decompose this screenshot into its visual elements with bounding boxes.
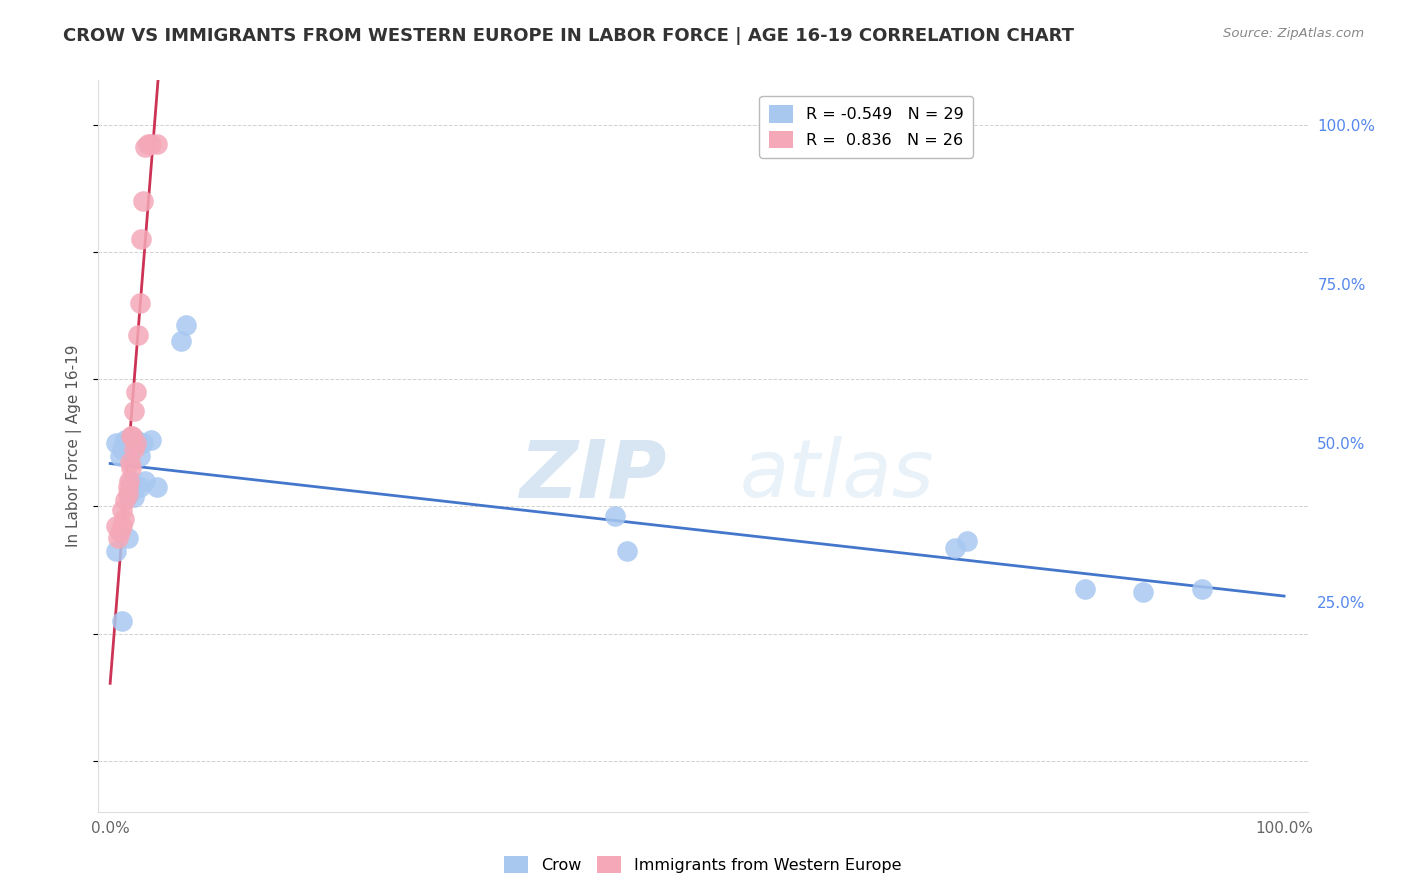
Point bbox=[122, 442, 145, 457]
Point bbox=[121, 429, 143, 443]
Point bbox=[120, 474, 142, 488]
Point bbox=[176, 318, 198, 333]
Point bbox=[1191, 582, 1213, 596]
Point bbox=[132, 194, 155, 208]
Legend: Crow, Immigrants from Western Europe: Crow, Immigrants from Western Europe bbox=[498, 849, 908, 880]
Point bbox=[125, 435, 148, 450]
Point bbox=[125, 384, 148, 399]
Point bbox=[117, 433, 139, 447]
Point bbox=[128, 480, 150, 494]
Point bbox=[111, 518, 134, 533]
Point bbox=[117, 531, 139, 545]
Point bbox=[146, 136, 169, 151]
Point bbox=[114, 493, 136, 508]
Point bbox=[134, 140, 156, 154]
Point bbox=[1132, 585, 1154, 599]
Point bbox=[146, 480, 169, 494]
Point bbox=[105, 518, 128, 533]
Point bbox=[118, 474, 141, 488]
Text: atlas: atlas bbox=[740, 436, 934, 515]
Point bbox=[132, 435, 155, 450]
Point bbox=[112, 435, 135, 450]
Point bbox=[117, 486, 139, 500]
Point bbox=[127, 327, 149, 342]
Legend: R = -0.549   N = 29, R =  0.836   N = 26: R = -0.549 N = 29, R = 0.836 N = 26 bbox=[759, 95, 973, 158]
Point bbox=[108, 449, 131, 463]
Point bbox=[105, 544, 128, 558]
Point bbox=[136, 136, 159, 151]
Point bbox=[118, 486, 141, 500]
Point bbox=[141, 433, 163, 447]
Point bbox=[114, 433, 136, 447]
Point bbox=[956, 534, 979, 549]
Point bbox=[111, 442, 134, 457]
Point bbox=[603, 508, 626, 523]
Point bbox=[169, 334, 191, 348]
Point bbox=[120, 461, 142, 475]
Text: ZIP: ZIP bbox=[519, 436, 666, 515]
Text: Source: ZipAtlas.com: Source: ZipAtlas.com bbox=[1223, 27, 1364, 40]
Point bbox=[111, 614, 134, 628]
Point bbox=[122, 490, 145, 504]
Point bbox=[128, 449, 150, 463]
Point bbox=[107, 531, 129, 545]
Point bbox=[108, 524, 131, 539]
Point bbox=[125, 433, 148, 447]
Point bbox=[128, 296, 150, 310]
Point bbox=[111, 502, 134, 516]
Point bbox=[1073, 582, 1095, 596]
Point bbox=[120, 480, 142, 494]
Point bbox=[134, 474, 156, 488]
Point bbox=[141, 136, 163, 151]
Point bbox=[120, 455, 142, 469]
Text: CROW VS IMMIGRANTS FROM WESTERN EUROPE IN LABOR FORCE | AGE 16-19 CORRELATION CH: CROW VS IMMIGRANTS FROM WESTERN EUROPE I… bbox=[63, 27, 1074, 45]
Point bbox=[120, 429, 142, 443]
Point bbox=[105, 435, 128, 450]
Point bbox=[616, 544, 638, 558]
Point bbox=[112, 512, 135, 526]
Y-axis label: In Labor Force | Age 16-19: In Labor Force | Age 16-19 bbox=[66, 344, 83, 548]
Point bbox=[945, 541, 967, 555]
Point bbox=[122, 404, 145, 418]
Point bbox=[129, 232, 152, 246]
Point bbox=[117, 480, 139, 494]
